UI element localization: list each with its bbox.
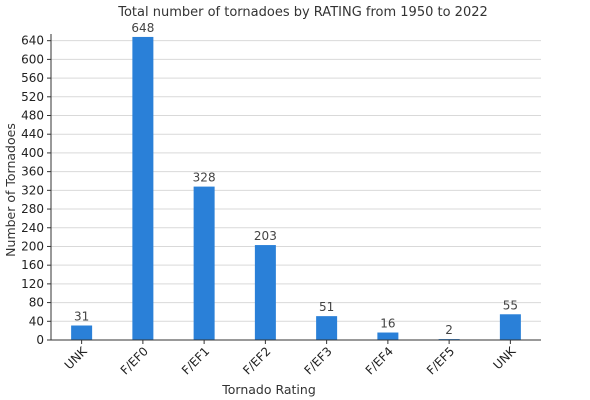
y-tick-label: 400 bbox=[21, 146, 44, 160]
y-tick-label: 600 bbox=[21, 52, 44, 66]
x-tick-label: UNK bbox=[62, 343, 91, 372]
y-tick-label: 520 bbox=[21, 90, 44, 104]
bar-value-label: 31 bbox=[74, 310, 89, 324]
y-tick-label: 280 bbox=[21, 202, 44, 216]
bar bbox=[132, 36, 154, 340]
bar bbox=[499, 314, 521, 340]
grid-layer bbox=[51, 40, 541, 322]
bar-value-label: 51 bbox=[319, 300, 334, 314]
x-tick-label: F/EF3 bbox=[301, 344, 334, 377]
y-tick-label: 40 bbox=[29, 314, 44, 328]
y-tick-label: 480 bbox=[21, 109, 44, 123]
y-tick-label: 320 bbox=[21, 183, 44, 197]
y-tick-label: 160 bbox=[21, 258, 44, 272]
bar-value-label: 55 bbox=[503, 298, 518, 312]
y-tick-label: 360 bbox=[21, 165, 44, 179]
x-tick-label: F/EF0 bbox=[118, 344, 151, 377]
chart-title: Total number of tornadoes by RATING from… bbox=[117, 5, 488, 20]
y-tick-label: 200 bbox=[21, 239, 44, 253]
axes-layer: 0 40 80 120 160 200 240 280 320 360 400 440 480 520 56… bbox=[21, 34, 541, 378]
x-tick-label: F/EF4 bbox=[363, 344, 396, 377]
y-axis-label: Number of Tornadoes bbox=[3, 123, 18, 257]
bars-layer bbox=[71, 36, 521, 340]
y-tick-label: 440 bbox=[21, 127, 44, 141]
bar bbox=[316, 316, 338, 340]
bar-value-label: 16 bbox=[380, 317, 395, 331]
x-axis-label: Tornado Rating bbox=[221, 382, 316, 397]
bar bbox=[193, 186, 215, 340]
y-tick-label: 0 bbox=[36, 333, 44, 347]
bar-value-label: 2 bbox=[445, 323, 453, 337]
bar bbox=[377, 332, 399, 340]
y-tick-label: 240 bbox=[21, 221, 44, 235]
bar bbox=[71, 325, 93, 340]
x-tick-label: F/EF1 bbox=[179, 344, 212, 377]
y-tick-label: 640 bbox=[21, 34, 44, 48]
labels-layer: 31 648 328 203 51 16 2 55 bbox=[74, 21, 518, 337]
y-tick-label: 120 bbox=[21, 277, 44, 291]
bar-value-label: 648 bbox=[131, 21, 154, 35]
bar-value-label: 328 bbox=[193, 171, 216, 185]
y-tick-label: 80 bbox=[29, 296, 44, 310]
bar bbox=[254, 245, 276, 340]
x-tick-label: F/EF5 bbox=[424, 344, 457, 377]
x-tick-label: UNK bbox=[490, 343, 519, 372]
y-tick-label: 560 bbox=[21, 71, 44, 85]
bar-value-label: 203 bbox=[254, 229, 277, 243]
x-tick-label: F/EF2 bbox=[240, 344, 273, 377]
